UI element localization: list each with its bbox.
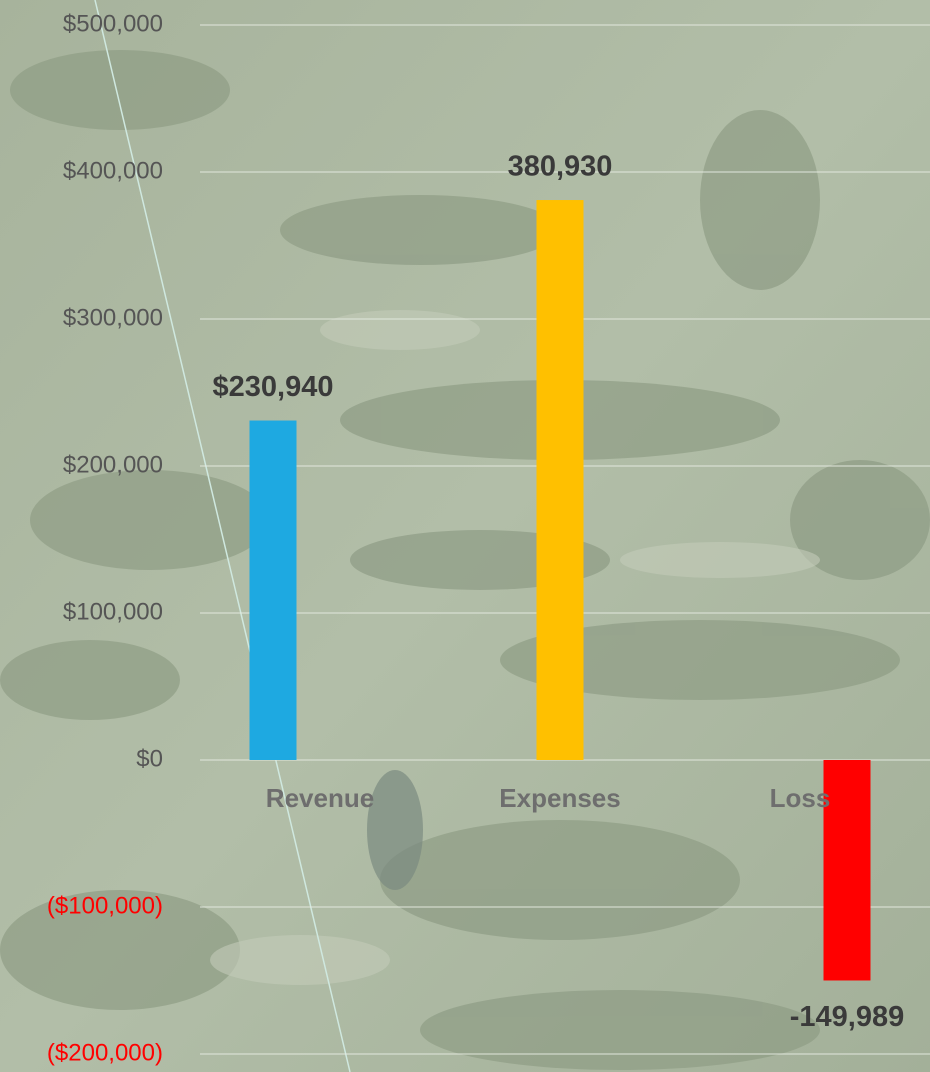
- y-tick-label: ($100,000): [47, 892, 163, 919]
- value-label: 380,930: [508, 151, 613, 183]
- y-tick-label: $200,000: [63, 451, 163, 478]
- value-label: -149,989: [790, 1001, 905, 1033]
- bar: [536, 200, 584, 760]
- x-tick-label: Loss: [770, 783, 831, 813]
- y-tick-label: $0: [136, 745, 163, 772]
- y-tick-label: $400,000: [63, 157, 163, 184]
- bar: [823, 760, 871, 981]
- value-label: $230,940: [213, 371, 334, 403]
- y-tick-label: $300,000: [63, 304, 163, 331]
- y-tick-label: $100,000: [63, 598, 163, 625]
- y-tick-label: ($200,000): [47, 1039, 163, 1066]
- x-tick-label: Revenue: [266, 783, 374, 813]
- bar: [249, 420, 297, 760]
- x-tick-label: Expenses: [499, 783, 620, 813]
- y-tick-label: $500,000: [63, 10, 163, 37]
